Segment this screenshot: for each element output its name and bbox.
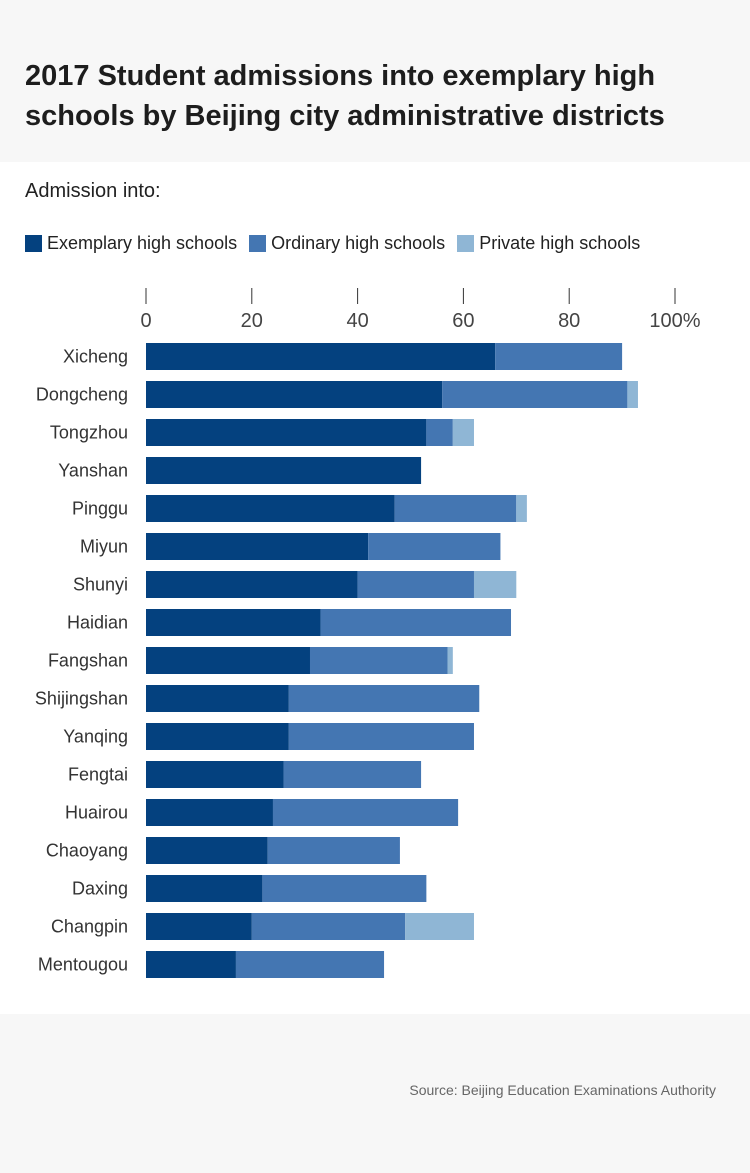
category-label-13: Chaoyang [46, 841, 128, 861]
bar-changpin-series-1 [251, 913, 406, 940]
bar-changpin-series-2 [405, 913, 474, 940]
bar-fangshan-series-1 [309, 647, 448, 674]
legend-swatch-ordinary [249, 234, 267, 252]
bar-mentougou-series-0 [146, 951, 236, 978]
legend-label-private: Private high schools [479, 232, 641, 253]
bar-tongzhou-series-0 [146, 419, 427, 446]
x-tick-label-4: 80 [558, 310, 580, 332]
category-label-8: Fangshan [48, 651, 128, 671]
bar-miyun-series-1 [368, 533, 501, 560]
source-note: Source: Beijing Education Examinations A… [409, 1082, 716, 1098]
x-tick-label-3: 60 [452, 310, 474, 332]
chart-title: 2017 Student admissions into exemplary h… [25, 60, 665, 132]
bar-shunyi-series-2 [473, 571, 517, 598]
header: 2017 Student admissions into exemplary h… [0, 0, 750, 162]
bar-shunyi-series-0 [146, 571, 358, 598]
category-label-6: Shunyi [73, 575, 128, 595]
bar-huairou-series-0 [146, 799, 273, 826]
bar-yanqing-series-1 [288, 723, 474, 750]
bar-yanshan-series-0 [146, 457, 422, 484]
legend-title: Admission into: [25, 180, 161, 202]
bar-fengtai-series-0 [146, 761, 284, 788]
bar-fengtai-series-1 [283, 761, 422, 788]
bar-changpin-series-0 [146, 913, 252, 940]
footer: Source: Beijing Education Examinations A… [0, 1014, 750, 1173]
bar-shijingshan-series-1 [288, 685, 480, 712]
bar-pinggu-series-0 [146, 495, 395, 522]
legend-label-exemplary: Exemplary high schools [47, 232, 238, 253]
bar-tongzhou-series-2 [452, 419, 474, 446]
legend-item-private: Private high schools [457, 233, 640, 254]
category-label-10: Yanqing [63, 727, 128, 747]
bar-fangshan-series-2 [447, 647, 453, 674]
category-label-15: Changpin [51, 917, 128, 937]
category-label-0: Xicheng [63, 347, 128, 367]
bar-shunyi-series-1 [357, 571, 474, 598]
bar-dongcheng-series-2 [627, 381, 638, 408]
bar-dongcheng-series-0 [146, 381, 443, 408]
bar-chaoyang-series-0 [146, 837, 268, 864]
legend: Exemplary high schools Ordinary high sch… [25, 232, 652, 254]
bar-chaoyang-series-1 [267, 837, 400, 864]
bar-yanqing-series-0 [146, 723, 289, 750]
category-label-2: Tongzhou [50, 423, 128, 443]
category-label-11: Fengtai [68, 765, 128, 785]
category-label-3: Yanshan [58, 461, 128, 481]
category-label-5: Miyun [80, 537, 128, 557]
bar-miyun-series-0 [146, 533, 369, 560]
bar-xicheng-series-0 [146, 343, 496, 370]
bar-pinggu-series-2 [516, 495, 527, 522]
x-tick-label-2: 40 [346, 310, 368, 332]
category-label-9: Shijingshan [35, 689, 128, 709]
category-label-14: Daxing [72, 879, 128, 899]
bar-fangshan-series-0 [146, 647, 310, 674]
legend-swatch-private [457, 234, 475, 252]
legend-swatch-exemplary [25, 234, 42, 252]
category-label-12: Huairou [65, 803, 128, 823]
x-tick-label-5: 100% [649, 310, 700, 332]
stacked-bar-chart: 0 20 40 60 80 100% Xicheng Dongcheng Tongzhou Yan… [35, 288, 701, 978]
bar-pinggu-series-1 [394, 495, 517, 522]
bar-haidian-series-0 [146, 609, 321, 636]
bar-tongzhou-series-1 [426, 419, 453, 446]
category-label-1: Dongcheng [36, 385, 128, 405]
category-label-16: Mentougou [38, 955, 128, 975]
legend-item-ordinary: Ordinary high schools [249, 233, 445, 254]
category-label-7: Haidian [67, 613, 128, 633]
bar-dongcheng-series-1 [442, 381, 628, 408]
bar-huairou-series-1 [272, 799, 459, 826]
legend-item-exemplary: Exemplary high schools [25, 233, 237, 254]
bar-shijingshan-series-0 [146, 685, 289, 712]
bar-haidian-series-1 [320, 609, 512, 636]
bar-daxing-series-1 [262, 875, 427, 902]
legend-label-ordinary: Ordinary high schools [271, 232, 446, 253]
x-tick-label-1: 20 [241, 310, 263, 332]
bar-daxing-series-0 [146, 875, 263, 902]
category-label-4: Pinggu [72, 499, 128, 519]
x-tick-label-0: 0 [140, 310, 151, 332]
bar-xicheng-series-1 [495, 343, 623, 370]
bar-mentougou-series-1 [235, 951, 385, 978]
